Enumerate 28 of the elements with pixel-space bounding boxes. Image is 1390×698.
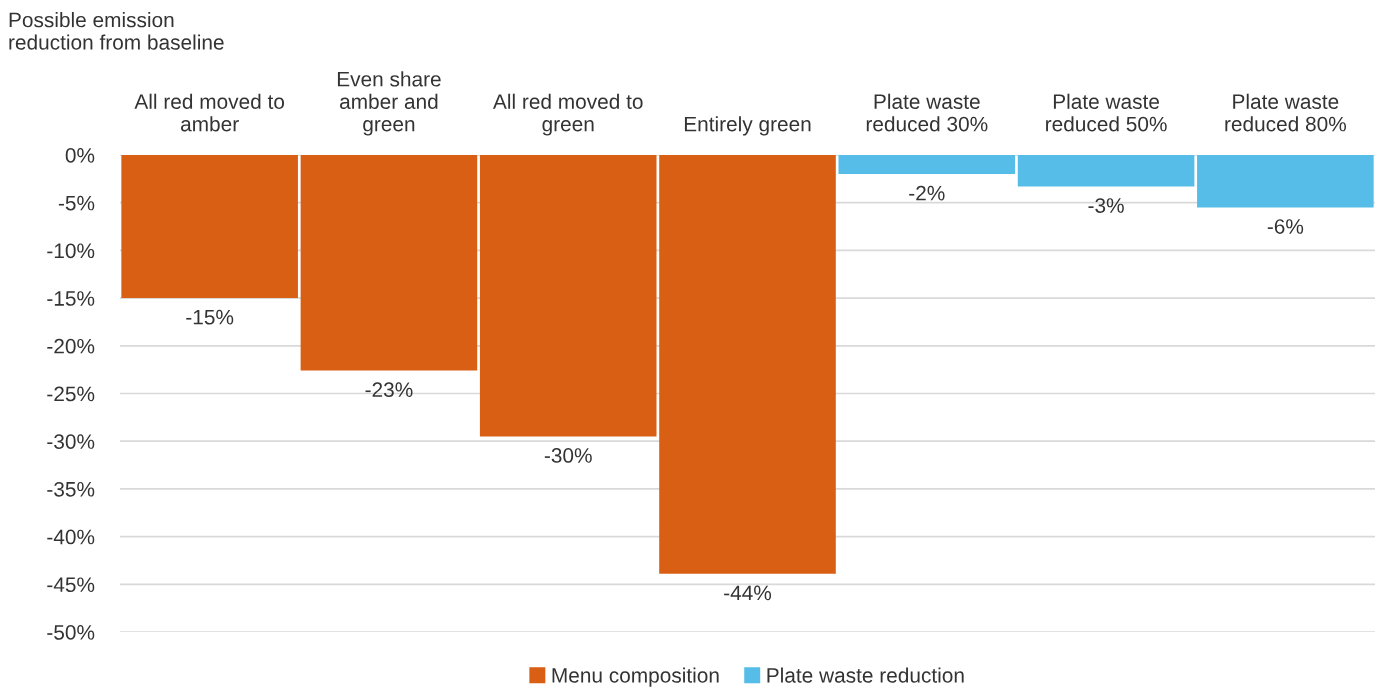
data-label: -15% (186, 309, 234, 325)
data-label: -3% (1088, 198, 1124, 213)
y-axis-title: Possible emission reduction from baseline (9, 12, 224, 50)
y-tick-label: -35% (47, 481, 95, 497)
y-tick-label: -25% (47, 386, 95, 402)
x-tick-label: All red moved to amber (134, 93, 285, 132)
x-tick-label: Entirely green (684, 116, 811, 136)
y-tick-label: -10% (47, 243, 95, 259)
data-label: -23% (365, 382, 413, 398)
data-label: -30% (544, 448, 592, 463)
legend-label: Menu composition (552, 667, 719, 687)
x-tick-label: Even share amber and green (337, 71, 441, 136)
y-tick-label: -40% (47, 529, 95, 545)
x-tick-label: Plate waste reduced 30% (866, 93, 988, 132)
data-label: -6% (1267, 219, 1304, 234)
data-label: -44% (724, 585, 772, 601)
y-tick-label: -20% (47, 338, 95, 354)
y-tick-label: -50% (47, 625, 95, 640)
x-tick-label: Plate waste reduced 80% (1225, 93, 1347, 132)
y-tick-label: -15% (47, 291, 95, 306)
legend-label: Plate waste reduction (767, 667, 964, 683)
y-tick-label: -30% (47, 434, 95, 449)
y-tick-label: -45% (47, 577, 95, 593)
data-label: -2% (909, 185, 945, 201)
y-tick-label: 0% (65, 148, 95, 163)
y-tick-label: -5% (58, 195, 95, 211)
x-tick-label: All red moved to green (492, 93, 643, 136)
x-tick-label: Plate waste reduced 50% (1046, 93, 1167, 132)
